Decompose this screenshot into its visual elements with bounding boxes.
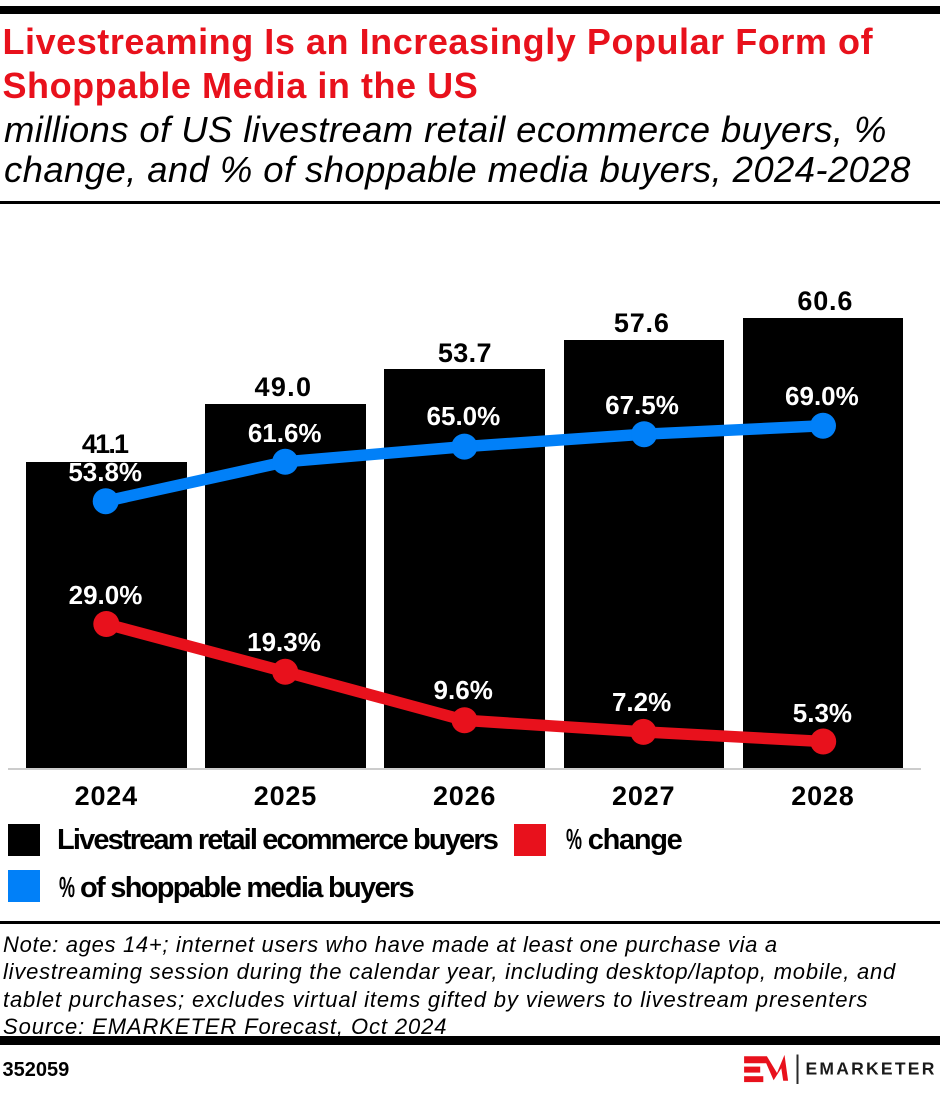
svg-text:EMARKETER: EMARKETER [806,1059,937,1079]
